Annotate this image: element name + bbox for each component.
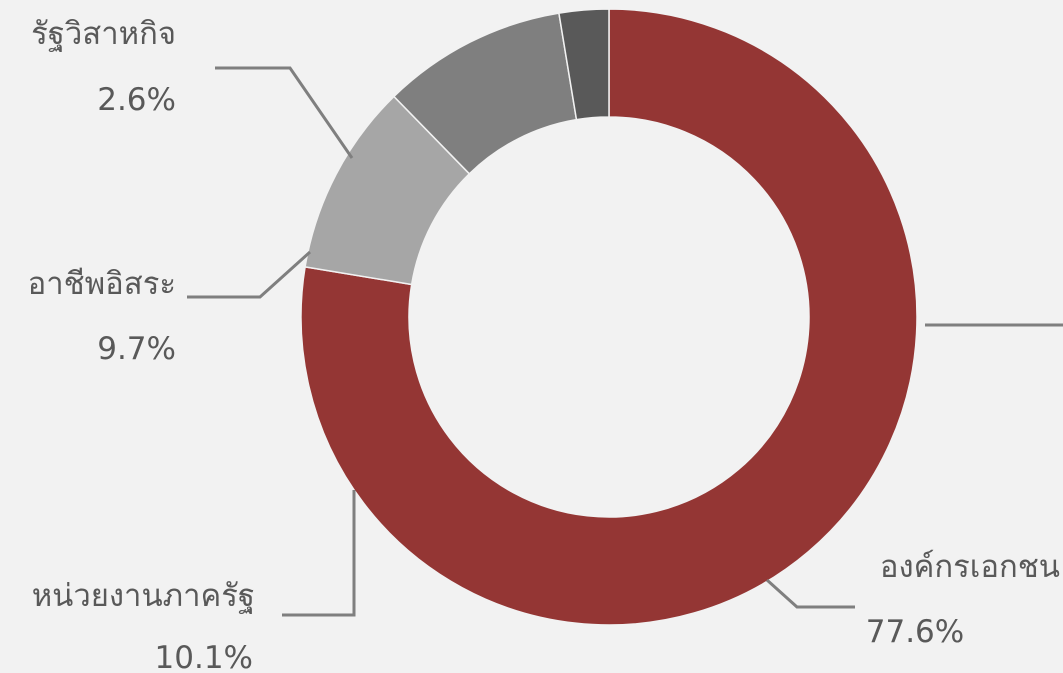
slice-label-state-enterprise: รัฐวิสาหกิจ — [31, 16, 176, 52]
slice-private-org — [300, 8, 918, 626]
slice-label-government-agency: หน่วยงานภาครัฐ — [32, 578, 255, 614]
slice-state-enterprise — [558, 8, 610, 121]
leader-line-state-enterprise — [215, 66, 354, 159]
slice-label-private-org: องค์กรเอกชน — [880, 549, 1060, 585]
slice-value-private-org: 77.6% — [866, 614, 964, 650]
leader-line-freelance — [187, 250, 312, 299]
leader-line-government-agency — [282, 490, 356, 617]
slice-value-state-enterprise: 2.6% — [97, 82, 176, 118]
slice-value-freelance: 9.7% — [97, 331, 176, 367]
slice-label-freelance: อาชีพอิสระ — [28, 266, 176, 302]
labels-group: องค์กรเอกชน 77.6% หน่วยงานภาครัฐ 10.1% อ… — [28, 16, 1060, 673]
leader-lines-group — [187, 66, 1063, 617]
leader-line-private-org-lower — [765, 578, 855, 609]
slice-value-government-agency: 10.1% — [155, 640, 253, 673]
slices-group — [300, 8, 918, 626]
